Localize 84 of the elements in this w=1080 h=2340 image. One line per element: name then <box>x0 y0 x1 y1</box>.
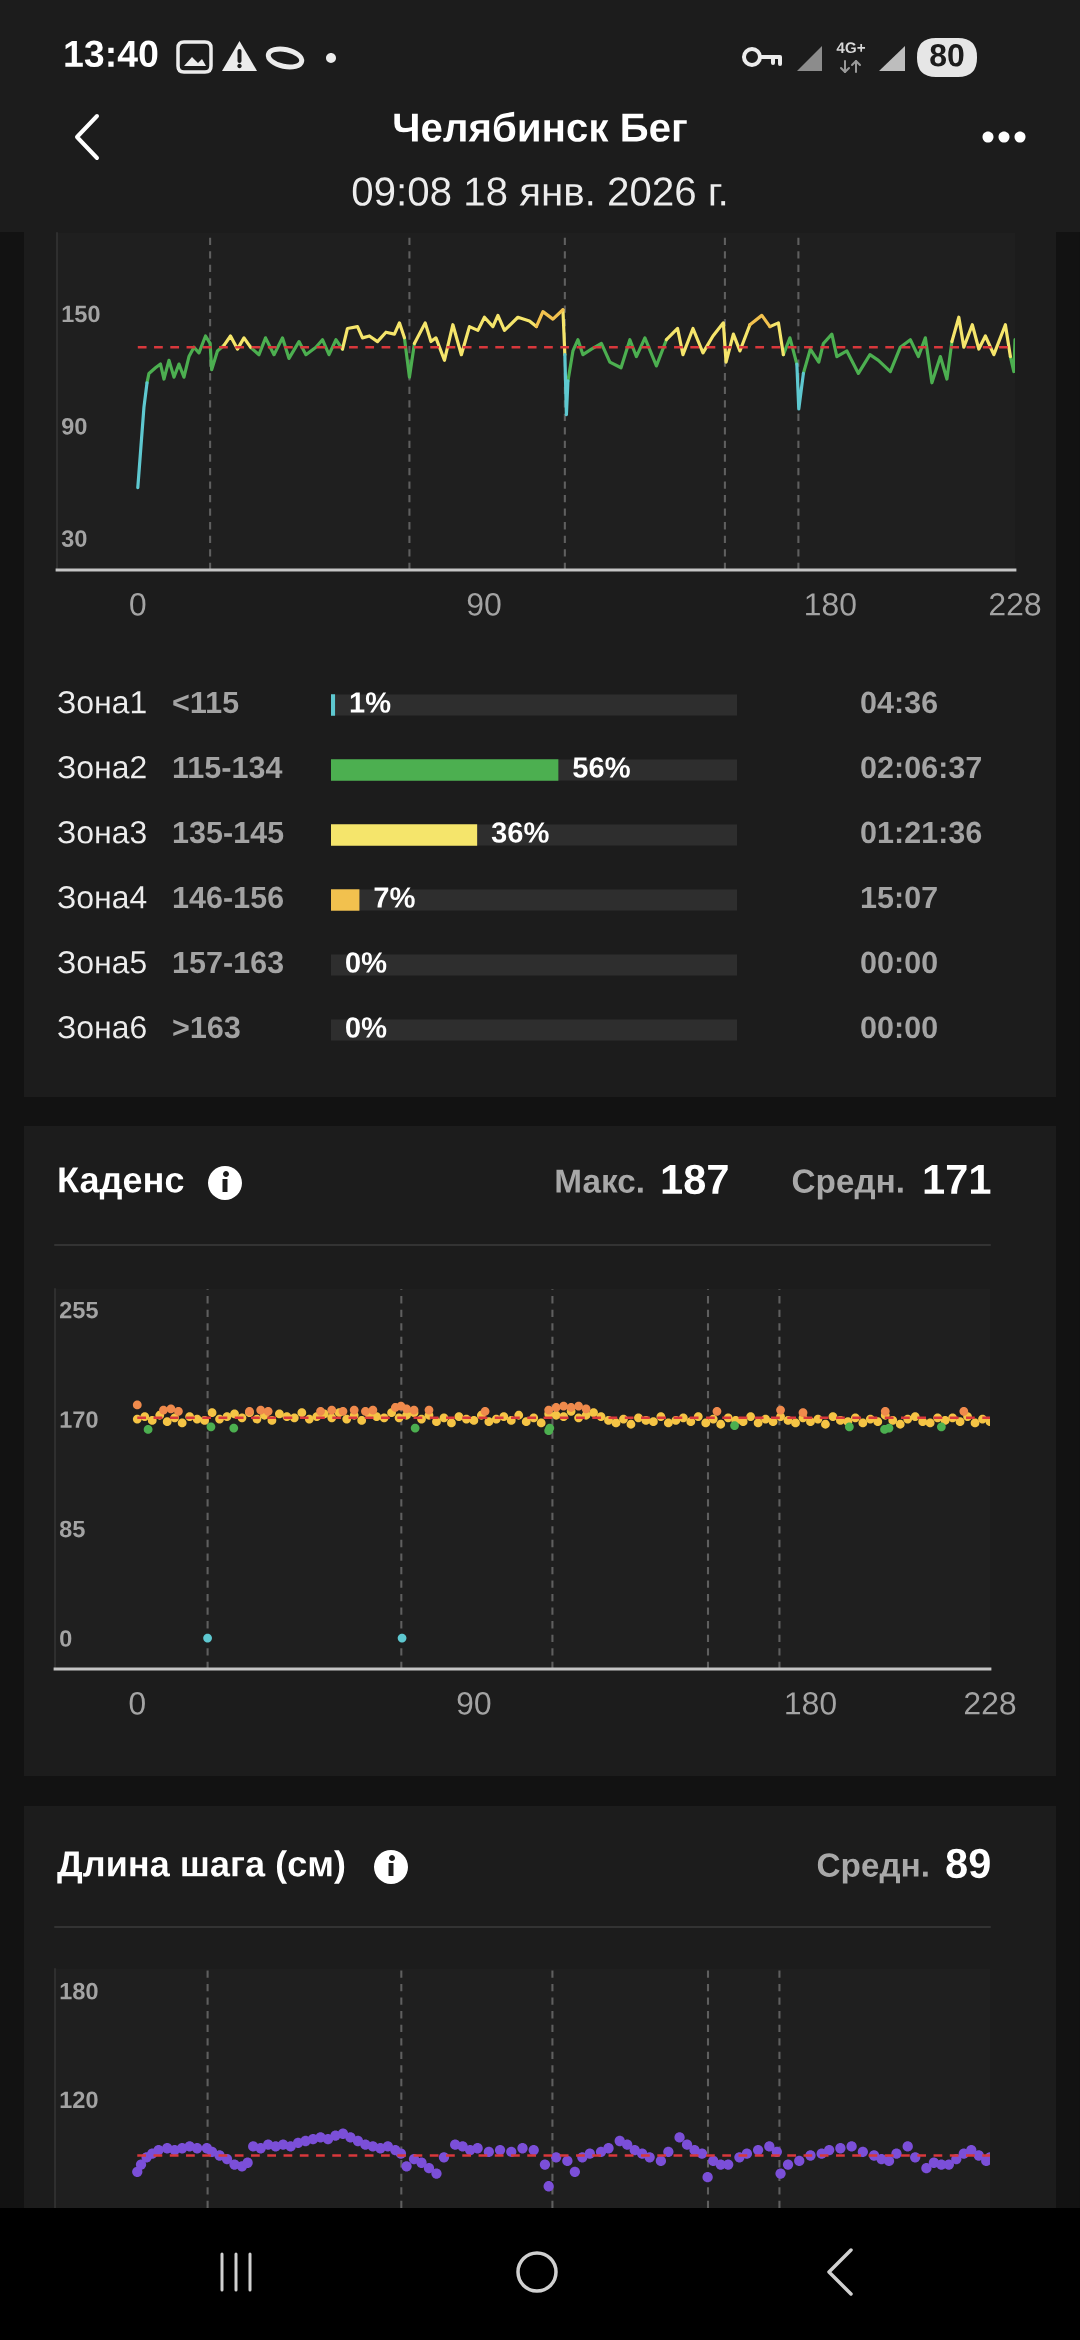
point <box>559 1401 569 1411</box>
text: 00:00 <box>861 951 937 974</box>
y-tick-label: 170 <box>60 1411 98 1428</box>
y-tick-label: 90 <box>61 417 87 435</box>
data-label: 0% <box>346 1017 387 1038</box>
text: 4G+ <box>836 42 866 54</box>
bar <box>331 759 559 781</box>
point <box>349 1405 359 1415</box>
text: Челябинск Бег <box>394 111 687 142</box>
data-label: 0% <box>346 952 387 973</box>
x-tick-label: 0 <box>130 593 146 616</box>
text: 04:36 <box>861 691 938 714</box>
data-label: 36% <box>491 822 549 843</box>
point <box>327 1405 337 1415</box>
text: 13:40 <box>65 40 158 68</box>
point <box>143 1425 153 1434</box>
point <box>959 1406 969 1416</box>
x-tick-label: 228 <box>989 593 1041 616</box>
point <box>776 1405 785 1415</box>
text: Макс. 187 <box>556 1164 728 1195</box>
point <box>166 1404 176 1414</box>
point <box>544 1405 554 1415</box>
point <box>132 1400 142 1410</box>
point <box>361 1406 370 1416</box>
y-tick-label: 120 <box>60 2091 98 2109</box>
point <box>730 1421 739 1430</box>
bar <box>331 889 360 911</box>
x-tick-label: 228 <box>964 1692 1016 1715</box>
point <box>480 1406 490 1416</box>
data-label: 1% <box>350 692 391 713</box>
point <box>844 1422 854 1432</box>
x-tick-label: 0 <box>129 1692 145 1715</box>
text: 02:06:37 <box>861 756 981 779</box>
point <box>397 1633 407 1643</box>
point <box>159 1405 168 1415</box>
text: Средн. 171 <box>792 1165 991 1200</box>
point <box>203 1633 212 1643</box>
point <box>338 1406 348 1416</box>
x-tick-label: 90 <box>457 1692 491 1715</box>
point <box>424 1405 434 1415</box>
point <box>263 1406 273 1416</box>
x-tick-label: 180 <box>806 593 856 616</box>
x-tick-label: 90 <box>467 593 501 616</box>
point <box>574 1401 583 1411</box>
category-label: Зона5 157-163 <box>58 950 284 974</box>
chart-title: Длина шага (см) <box>57 1850 345 1884</box>
point <box>174 1406 183 1416</box>
category-label: Зона4 146-156 <box>58 885 284 909</box>
category-label: Зона2 115-134 <box>58 755 283 779</box>
y-tick-label: 255 <box>59 1301 98 1319</box>
text: 09:08 18 янв. 2026 г. <box>352 177 726 206</box>
category-label: Зона6 >163 <box>58 1015 240 1039</box>
point <box>402 1404 411 1414</box>
y-tick-label: 85 <box>59 1520 85 1538</box>
y-tick-label: 180 <box>60 1982 98 2000</box>
y-tick-label: 150 <box>62 305 100 323</box>
point <box>256 1405 266 1415</box>
point <box>798 1408 808 1418</box>
point <box>712 1406 722 1416</box>
x-tick-label: 180 <box>786 1692 836 1715</box>
point <box>566 1403 576 1412</box>
point <box>880 1406 890 1416</box>
text: 01:21:36 <box>861 821 982 844</box>
bar <box>331 824 478 846</box>
point <box>551 1403 561 1412</box>
point <box>410 1423 420 1433</box>
point <box>206 1422 216 1432</box>
point <box>229 1423 239 1433</box>
text: 00:00 <box>861 1016 937 1039</box>
category-label: Зона1 <115 <box>58 690 239 714</box>
point <box>316 1406 325 1416</box>
text: 80 <box>930 43 964 67</box>
point <box>581 1404 591 1414</box>
y-tick-label: 30 <box>61 530 87 547</box>
text: Средн. 89 <box>817 1848 990 1884</box>
bar <box>331 694 336 716</box>
point <box>368 1405 378 1415</box>
y-tick-label: 0 <box>60 1630 72 1647</box>
text: 15:07 <box>861 886 937 909</box>
category-label: Зона3 135-145 <box>58 820 284 844</box>
data-label: 56% <box>573 757 630 778</box>
data-label: 7% <box>374 887 415 908</box>
chart-title: Каденс <box>59 1167 184 1200</box>
point <box>936 1422 946 1432</box>
